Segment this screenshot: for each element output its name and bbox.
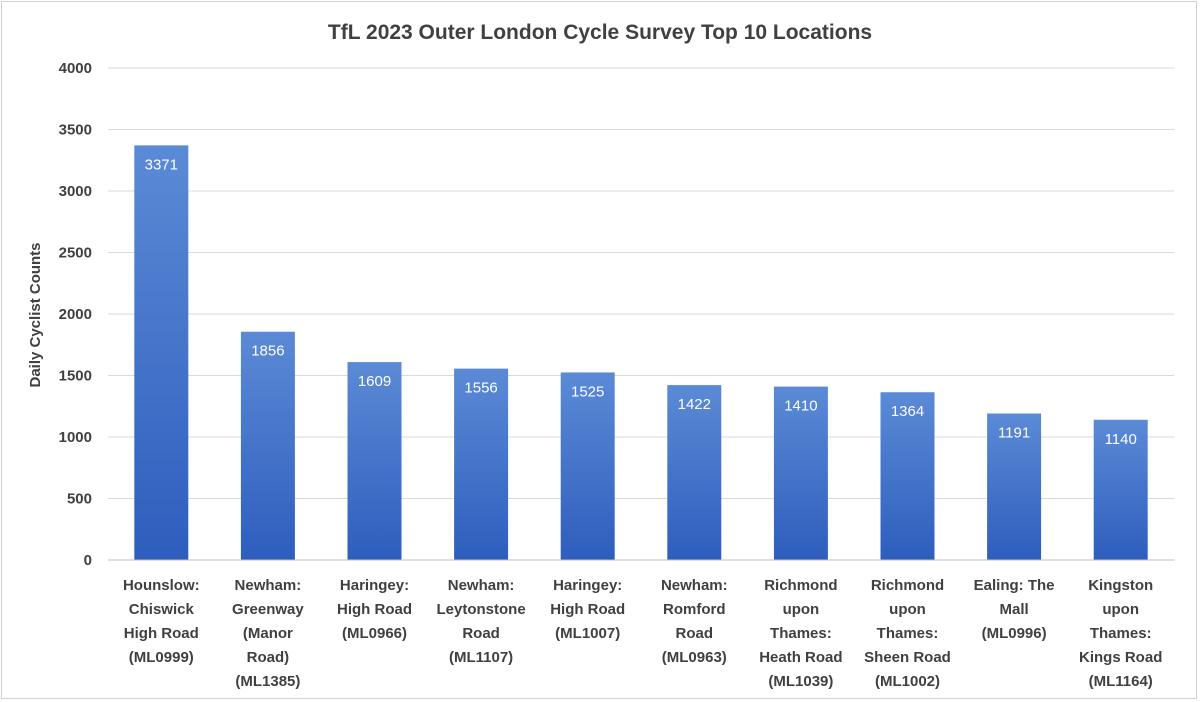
y-tick-label: 2500 xyxy=(59,245,92,262)
bar xyxy=(1093,419,1148,560)
x-tick-label: Kingston upon Thames: Kings Road (ML1164) xyxy=(1079,577,1162,690)
x-axis-ticks: Hounslow: Chiswick High Road (ML0999) Newham… xyxy=(123,577,1162,690)
y-tick-label: 3000 xyxy=(59,183,92,200)
data-label: 1422 xyxy=(678,396,711,413)
x-tick-label: Richmond upon Thames: Sheen Road (ML1002) xyxy=(864,577,951,690)
data-label: 1364 xyxy=(891,403,924,420)
x-tick-label: Ealing: The Mall (ML0996) xyxy=(974,577,1055,642)
y-tick-label: 1500 xyxy=(59,368,92,385)
data-label: 1556 xyxy=(464,380,497,397)
x-tick-label: Haringey: High Road (ML1007) xyxy=(550,577,625,642)
y-tick-label: 4000 xyxy=(59,60,92,77)
data-label: 1525 xyxy=(571,383,604,400)
y-tick-label: 2000 xyxy=(59,306,92,323)
y-tick-label: 1000 xyxy=(59,429,92,446)
data-label: 1609 xyxy=(358,373,391,390)
x-tick-label: Newham: Greenway (Manor Road) (ML1385) xyxy=(232,577,304,690)
y-tick-label: 500 xyxy=(67,491,92,508)
x-tick-label: Newham: Romford Road (ML0963) xyxy=(661,577,728,666)
x-tick-label: Newham: Leytonstone Road (ML1107) xyxy=(437,577,526,666)
data-label: 3371 xyxy=(145,156,178,173)
bar xyxy=(454,368,509,560)
bar xyxy=(987,413,1042,560)
y-axis-ticks: 0 500 1000 1500 2000 2500 3000 3500 4000 xyxy=(59,60,92,569)
bar xyxy=(240,331,295,560)
data-label: 1140 xyxy=(1105,431,1137,448)
bar xyxy=(347,362,402,560)
x-tick-label: Haringey: High Road (ML0966) xyxy=(337,577,412,642)
bar xyxy=(773,386,828,560)
bar xyxy=(560,372,615,560)
bars xyxy=(134,145,1148,560)
y-axis-label: Daily Cyclist Counts xyxy=(27,242,44,387)
data-label: 1191 xyxy=(998,425,1030,442)
x-tick-label: Hounslow: Chiswick High Road (ML0999) xyxy=(123,577,200,666)
bar xyxy=(667,385,722,560)
y-tick-label: 0 xyxy=(84,552,92,569)
data-label: 1410 xyxy=(784,398,817,415)
data-label: 1856 xyxy=(251,343,284,360)
x-tick-label: Richmond upon Thames: Heath Road (ML1039) xyxy=(759,577,842,690)
chart-title: TfL 2023 Outer London Cycle Survey Top 1… xyxy=(328,21,872,44)
bar xyxy=(134,145,189,560)
data-labels: 3371 1856 1609 1556 1525 1422 1410 1364 1191 1140 xyxy=(145,156,1137,447)
y-tick-label: 3500 xyxy=(59,122,92,139)
bar xyxy=(880,392,935,560)
